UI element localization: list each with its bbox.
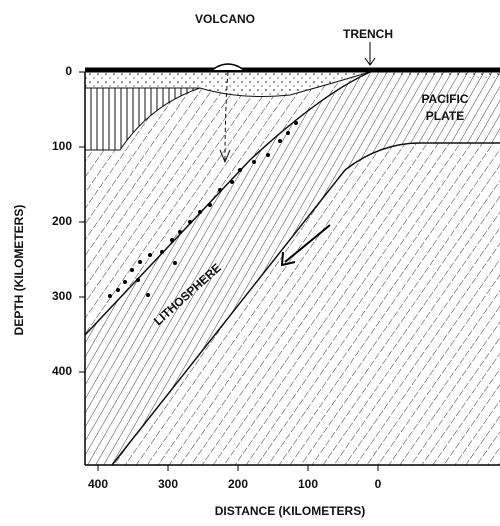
y-tick-label: 100 (52, 139, 72, 153)
trench-arrowhead (364, 57, 376, 66)
y-tick-label: 400 (52, 364, 72, 378)
x-tick-label: 200 (228, 477, 248, 491)
wedge (84, 87, 201, 151)
x-tick-label: 300 (158, 477, 178, 491)
y-tick-label: 200 (52, 214, 72, 228)
magma-arrow (219, 149, 231, 164)
crust-stipple (85, 72, 370, 97)
trench-label: TRENCH (343, 27, 393, 41)
x-tick-label: 0 (375, 477, 382, 491)
volcano-cone (211, 63, 245, 71)
y-tick-label: 300 (52, 289, 72, 303)
magma-path (224, 71, 229, 161)
plate-crust (370, 72, 500, 78)
motion-arrow (284, 224, 331, 263)
x-tick-label: 100 (298, 477, 318, 491)
volcano-label: VOLCANO (195, 12, 255, 26)
pacific-label: PACIFIC (421, 92, 468, 106)
x-axis-title: DISTANCE (KILOMETERS) (215, 504, 365, 518)
x-tick-label: 400 (88, 477, 108, 491)
motion-arrowhead (280, 251, 296, 267)
earthquakes (108, 121, 298, 298)
plate-label: PLATE (426, 109, 464, 123)
slab-boundary (84, 71, 500, 466)
y-tick-label: 0 (65, 64, 72, 78)
y-axis-title: DEPTH (KILOMETERS) (12, 205, 26, 336)
